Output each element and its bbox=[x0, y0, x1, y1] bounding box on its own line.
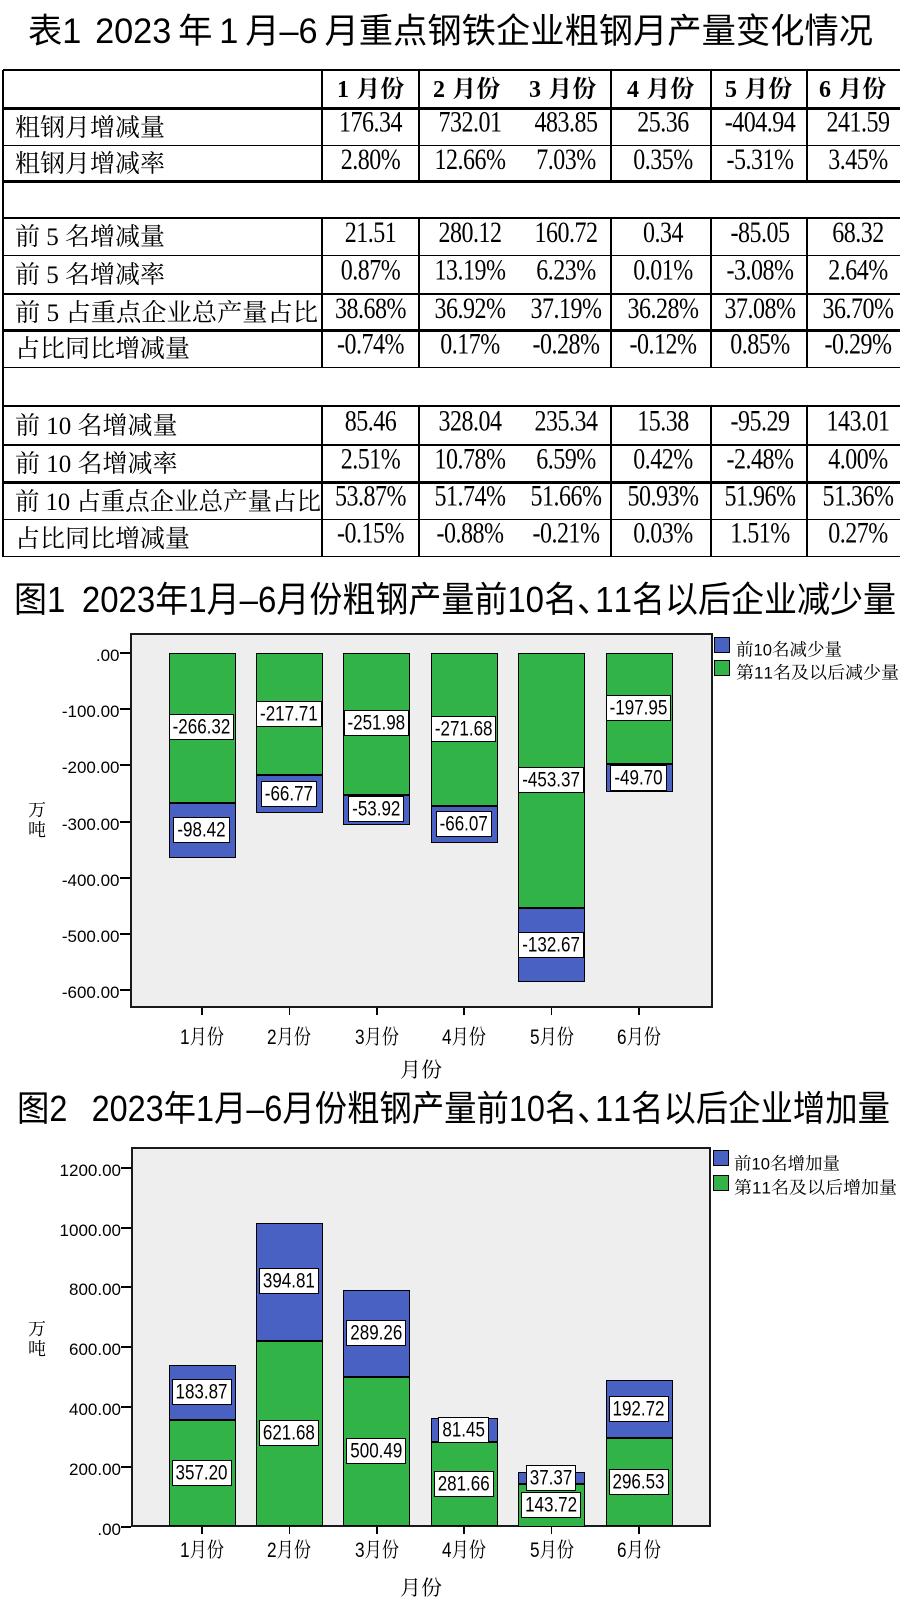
svg-text:–6: –6 bbox=[239, 580, 276, 620]
svg-text:3: 3 bbox=[355, 1027, 365, 1050]
svg-text:11: 11 bbox=[595, 580, 632, 620]
svg-text:4: 4 bbox=[627, 77, 639, 103]
svg-text:5: 5 bbox=[40, 224, 65, 251]
svg-text:3: 3 bbox=[529, 77, 541, 103]
svg-text:2: 2 bbox=[267, 1027, 277, 1050]
svg-text:–6: –6 bbox=[280, 13, 318, 51]
svg-text:5: 5 bbox=[40, 300, 65, 327]
svg-text:10: 10 bbox=[752, 1154, 771, 1173]
svg-text:2023: 2023 bbox=[95, 13, 171, 51]
svg-text:6: 6 bbox=[617, 1027, 627, 1050]
svg-text:6: 6 bbox=[819, 77, 831, 103]
svg-text:10: 10 bbox=[40, 413, 78, 440]
svg-text:3: 3 bbox=[355, 1540, 365, 1563]
svg-text:1: 1 bbox=[188, 580, 206, 620]
svg-text:–6: –6 bbox=[246, 1089, 282, 1129]
svg-text:1: 1 bbox=[62, 13, 81, 51]
svg-text:2: 2 bbox=[49, 1089, 67, 1129]
svg-text:2: 2 bbox=[433, 77, 445, 103]
svg-text:5: 5 bbox=[40, 262, 65, 289]
svg-text:2: 2 bbox=[267, 1540, 277, 1563]
svg-text:10: 10 bbox=[753, 641, 772, 660]
svg-text:2023: 2023 bbox=[92, 1089, 164, 1129]
svg-text:1: 1 bbox=[196, 1089, 214, 1129]
svg-text:5: 5 bbox=[530, 1540, 540, 1563]
svg-text:10: 10 bbox=[40, 451, 78, 478]
svg-text:11: 11 bbox=[754, 664, 773, 683]
svg-text:4: 4 bbox=[442, 1027, 452, 1050]
svg-text:1: 1 bbox=[337, 77, 349, 103]
svg-text:2023: 2023 bbox=[81, 580, 154, 620]
svg-text:5: 5 bbox=[725, 77, 737, 103]
svg-text:10: 10 bbox=[507, 580, 544, 620]
svg-text:1: 1 bbox=[219, 13, 238, 51]
svg-text:11: 11 bbox=[595, 1089, 631, 1129]
svg-text:6: 6 bbox=[617, 1540, 627, 1563]
svg-text:4: 4 bbox=[442, 1540, 452, 1563]
svg-text:1: 1 bbox=[180, 1540, 190, 1563]
svg-text:1: 1 bbox=[47, 580, 65, 620]
svg-text:10: 10 bbox=[509, 1089, 545, 1129]
svg-text:11: 11 bbox=[752, 1179, 771, 1198]
svg-text:5: 5 bbox=[530, 1027, 540, 1050]
svg-text:1: 1 bbox=[180, 1027, 190, 1050]
svg-text:10: 10 bbox=[39, 488, 76, 515]
